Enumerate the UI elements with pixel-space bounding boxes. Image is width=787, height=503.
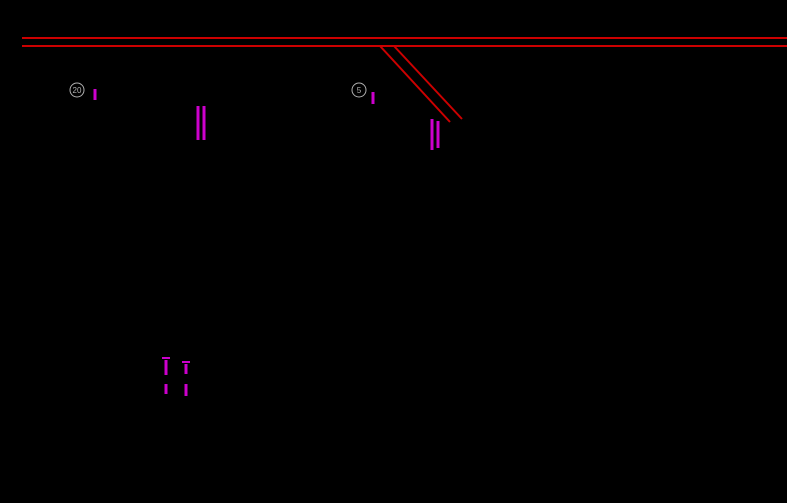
label-text-label-right: 5 (357, 86, 362, 95)
cad-diagram: 20 5 (0, 0, 787, 503)
label-text-label-left: 20 (73, 86, 82, 95)
